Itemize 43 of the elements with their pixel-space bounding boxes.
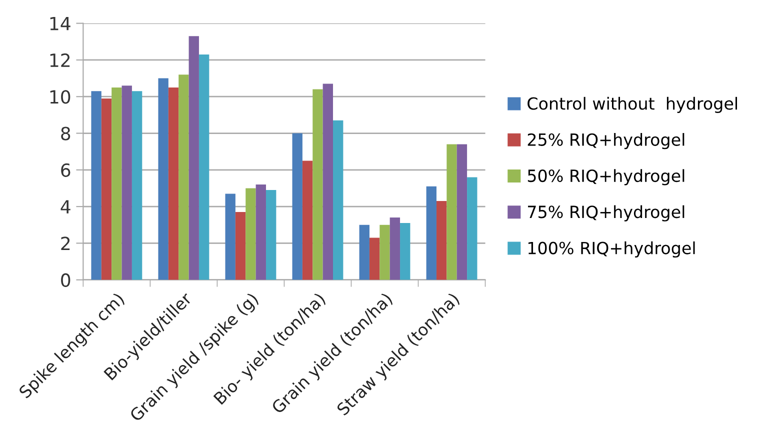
bar [225, 194, 236, 280]
bar [256, 184, 266, 280]
y-tick-label: 12 [50, 53, 70, 67]
bar [246, 188, 256, 280]
bar [101, 98, 112, 280]
bar [235, 212, 246, 280]
bar [266, 190, 276, 280]
bar [302, 160, 313, 280]
bar [158, 78, 168, 280]
bar [112, 87, 122, 280]
y-tick-label: 6 [61, 163, 70, 178]
y-tick-label: 0 [61, 273, 70, 287]
legend-label: Control without hydrogel [528, 96, 738, 114]
bar [132, 91, 142, 280]
bar [188, 36, 199, 280]
bar [467, 177, 478, 280]
bar [292, 133, 302, 280]
bar [322, 84, 334, 280]
legend-label: 25% RIQ+hydrogel [528, 133, 684, 150]
bar [456, 144, 468, 280]
bar [359, 224, 370, 280]
bar [400, 223, 410, 280]
bar [436, 201, 447, 280]
y-tick-label: 10 [50, 90, 70, 104]
bar [91, 91, 102, 280]
bar [178, 74, 189, 280]
bar [390, 218, 400, 280]
bar [122, 86, 132, 280]
y-tick-label: 14 [50, 17, 70, 30]
bar [426, 186, 436, 280]
bar [333, 120, 344, 280]
bar [380, 224, 390, 280]
legend-label: 50% RIQ+hydrogel [528, 169, 684, 186]
bar [369, 238, 380, 280]
y-tick-label: 2 [61, 236, 70, 250]
bar [446, 144, 457, 280]
bar [312, 89, 323, 280]
bar [198, 54, 210, 280]
y-tick-label: 4 [60, 200, 70, 214]
legend-label: 100% RIQ+hydrogel [528, 241, 695, 258]
bar [168, 87, 179, 280]
y-tick-label: 8 [61, 126, 70, 140]
legend-label: 75% RIQ+hydrogel [528, 205, 684, 222]
